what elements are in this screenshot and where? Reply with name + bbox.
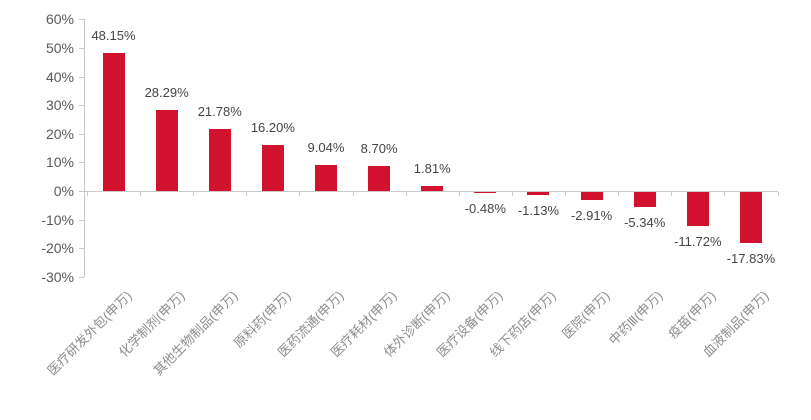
y-tick [79, 248, 84, 250]
bar-value-label: -5.34% [624, 215, 666, 231]
y-tick-label: 50% [45, 40, 74, 56]
bar-value-label: 48.15% [91, 28, 136, 44]
x-tick [140, 192, 142, 196]
y-tick [79, 191, 84, 192]
bar-value-label: -2.91% [570, 208, 613, 224]
x-tick [724, 192, 726, 196]
x-tick [246, 192, 248, 196]
x-tick [511, 192, 513, 196]
y-tick [79, 105, 84, 107]
bar-value-label: 21.78% [197, 103, 242, 119]
y-tick-label: -20% [41, 240, 74, 257]
bar-value-label: -0.48% [464, 201, 506, 217]
bar-value-label: 1.81% [413, 160, 451, 176]
bar [527, 192, 550, 196]
x-tick [193, 192, 195, 196]
y-tick-label: 0% [53, 183, 74, 199]
bar-value-label: -17.83% [726, 250, 776, 266]
bar [421, 185, 444, 191]
x-tick [458, 192, 460, 196]
x-tick [671, 192, 673, 196]
y-tick-label: 60% [45, 11, 74, 28]
bar-value-label: -1.13% [517, 203, 560, 219]
y-tick-label: 30% [45, 97, 74, 114]
bar-value-label: 8.70% [360, 141, 398, 157]
bar-value-label: 9.04% [307, 140, 345, 156]
bar-value-label: -11.72% [674, 233, 722, 249]
x-tick [86, 192, 88, 196]
bar-value-label: 28.29% [144, 85, 189, 101]
y-tick [79, 276, 84, 278]
y-axis-line [84, 19, 85, 277]
bar [314, 165, 337, 191]
y-tick [79, 133, 84, 135]
bar [686, 192, 709, 226]
bar [633, 192, 656, 208]
bar [208, 128, 231, 191]
y-tick [79, 76, 84, 78]
zero-axis-line [84, 191, 778, 192]
bar [580, 192, 603, 201]
bar [261, 144, 284, 191]
bar [739, 192, 762, 243]
y-tick-label: -30% [41, 268, 74, 285]
y-tick [79, 219, 84, 221]
x-tick [299, 192, 301, 196]
y-tick-label: -10% [41, 211, 74, 228]
bar [102, 53, 125, 191]
bar-value-label: 16.20% [250, 119, 295, 135]
x-tick [618, 192, 620, 196]
y-tick-label: 20% [45, 125, 74, 142]
y-tick [79, 162, 84, 164]
y-tick-label: 40% [45, 68, 74, 85]
x-tick [565, 192, 567, 196]
x-tick [405, 192, 407, 196]
bar [368, 166, 391, 191]
x-tick [777, 192, 779, 196]
bar [474, 192, 497, 194]
y-tick [79, 19, 84, 21]
y-tick-label: 10% [45, 154, 74, 171]
bar [155, 110, 178, 191]
x-tick [352, 192, 354, 196]
y-tick [79, 48, 84, 49]
